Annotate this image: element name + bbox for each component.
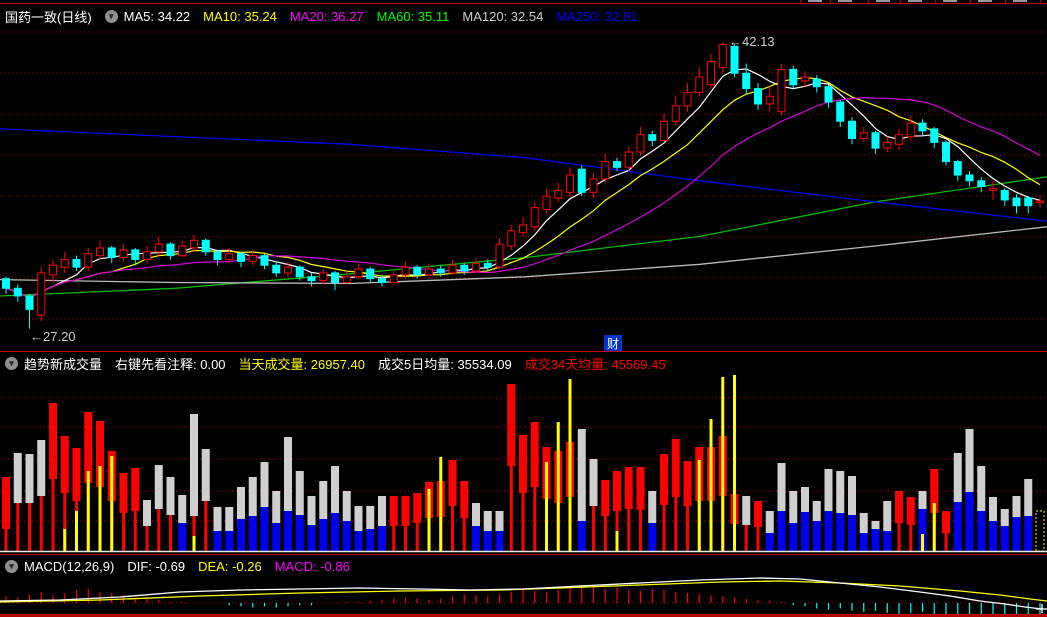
volume-label-4: 成交34天均量: 45569.45 — [524, 356, 666, 372]
ma-label-1: MA10: 35.24 — [203, 9, 277, 24]
toolbar-remnant-mark — [908, 0, 922, 2]
main-chart-header: 国药一致(日线) ▾ MA5: 34.22 MA10: 35.24 MA20: 36… — [0, 4, 1047, 29]
volume-legend: 趋势新成交量 右键先看注释: 0.00 当天成交量: 26957.40 成交5日均量:… — [24, 354, 679, 373]
svg-text:←27.20: ←27.20 — [30, 329, 76, 344]
toolbar-divider — [1040, 0, 1041, 3]
chart-title: 国药一致(日线) — [5, 10, 92, 25]
svg-text:财: 财 — [607, 337, 619, 351]
collapse-chevron-icon[interactable]: ▾ — [5, 559, 18, 573]
macd-pane-header: ▾ MACD(12,26,9) DIF: -0.69 DEA: -0.26 MACD:… — [0, 555, 1047, 577]
toolbar-remnant-mark — [876, 0, 890, 2]
toolbar-divider — [935, 0, 936, 3]
volume-pane-header: ▾ 趋势新成交量 右键先看注释: 0.00 当天成交量: 26957.40 成交5日均… — [0, 352, 1047, 374]
ma-label-0: MA5: 34.22 — [123, 9, 191, 24]
collapse-chevron-icon[interactable]: ▾ — [5, 356, 18, 370]
toolbar-divider — [1005, 0, 1006, 3]
toolbar-divider — [970, 0, 971, 3]
ma-label-5: MA250: 32.81 — [556, 9, 638, 24]
volume-label-3: 成交5日均量: 35534.09 — [378, 356, 512, 372]
macd-legend: MACD(12,26,9) DIF: -0.69 DEA: -0.26 MACD: -… — [24, 559, 363, 574]
ma-label-3: MA60: 35.11 — [376, 9, 450, 24]
separator-line — [0, 351, 1047, 352]
toolbar-remnant-mark — [838, 0, 852, 2]
toolbar-divider — [868, 0, 869, 3]
toolbar-remnant-mark — [943, 0, 957, 2]
separator-line — [0, 554, 1047, 555]
bottom-border — [0, 614, 1047, 617]
toolbar-divider — [830, 0, 831, 3]
ma-legend: MA5: 34.22 MA10: 35.24 MA20: 36.27 MA60: 35… — [124, 9, 651, 24]
svg-text:←42.13: ←42.13 — [729, 34, 775, 49]
toolbar-remnant-mark — [978, 0, 992, 2]
toolbar-remnant-mark — [808, 0, 822, 2]
toolbar-remnant-mark — [1013, 0, 1027, 2]
toolbar-divider — [900, 0, 901, 3]
volume-label-1: 右键先看注释: 0.00 — [115, 356, 226, 372]
macd-label-0: MACD(12,26,9) — [24, 558, 115, 574]
separator-line — [0, 3, 1047, 4]
collapse-chevron-icon[interactable]: ▾ — [104, 10, 118, 23]
toolbar-divider — [800, 0, 801, 3]
top-toolbar-remnant — [0, 0, 1047, 3]
macd-chart[interactable] — [0, 577, 1047, 614]
volume-label-2: 当天成交量: 26957.40 — [238, 356, 365, 372]
volume-chart[interactable] — [0, 374, 1047, 553]
volume-label-0: 趋势新成交量 — [24, 356, 103, 372]
macd-label-2: DEA: -0.26 — [198, 558, 262, 574]
candlestick-chart[interactable]: ←42.13 ←27.20 财 — [0, 29, 1047, 351]
macd-label-1: DIF: -0.69 — [127, 558, 186, 574]
ma-label-2: MA20: 36.27 — [289, 9, 364, 24]
macd-label-3: MACD: -0.86 — [274, 558, 350, 574]
ma-label-4: MA120: 32.54 — [462, 9, 544, 24]
